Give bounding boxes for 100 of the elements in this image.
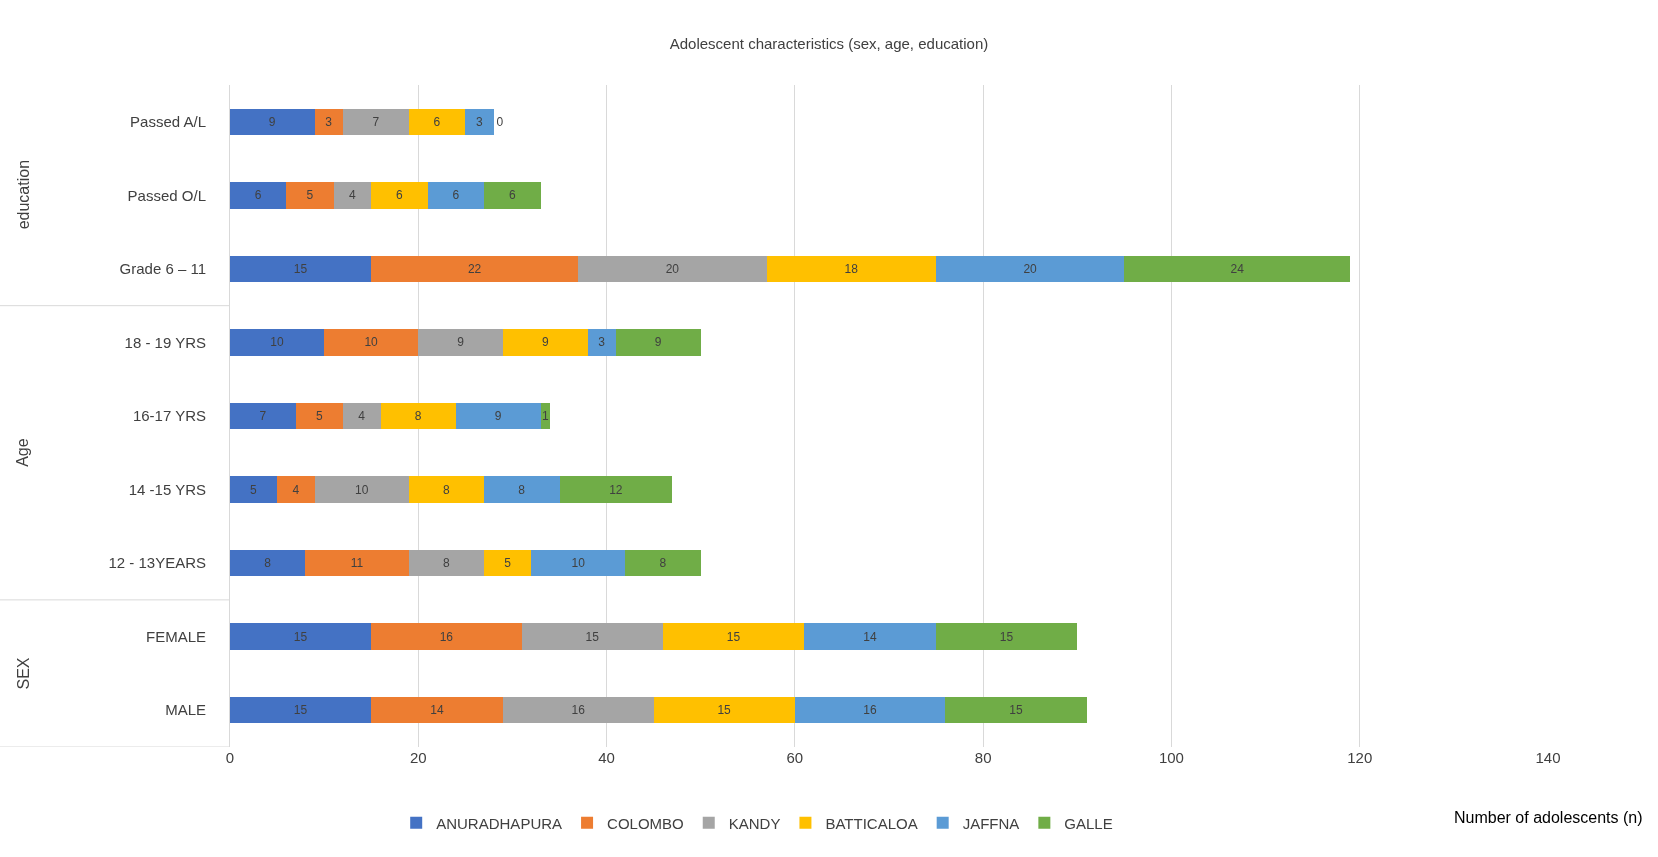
y-tick-label: 16-17 YRS	[132, 407, 206, 425]
text: SEX	[14, 657, 32, 690]
bar	[484, 476, 560, 503]
bar	[408, 108, 466, 136]
bar	[380, 402, 456, 430]
data-label: 20	[1023, 261, 1038, 276]
data-label: 9	[268, 114, 276, 129]
data-label: 15	[293, 629, 308, 644]
data-label: 8	[264, 556, 272, 571]
data-label: 24	[1230, 261, 1245, 276]
data-label: 20	[665, 261, 680, 276]
data-label: 3	[325, 114, 333, 129]
y-tick-label: FEMALE	[145, 627, 206, 645]
bar	[794, 696, 946, 724]
bar	[615, 329, 701, 356]
data-label: 10	[354, 482, 369, 497]
bar	[342, 402, 381, 430]
x-tick-label: 120	[1347, 749, 1373, 766]
legend-label: COLOMBO	[607, 814, 684, 832]
y-tick-label: Passed A/L	[130, 113, 206, 131]
data-label: 10	[270, 335, 284, 350]
data-label: 6	[452, 188, 460, 203]
y-tick-label: Grade 6 – 11	[119, 260, 206, 278]
data-label: 8	[414, 409, 422, 423]
bar	[766, 255, 937, 283]
data-label: 5	[315, 409, 323, 423]
y-tick-label: Passed O/L	[127, 186, 206, 204]
bar	[371, 623, 522, 650]
bar	[277, 476, 315, 503]
data-label: 4	[348, 188, 356, 203]
data-label: 5	[504, 556, 512, 571]
data-label: 18	[844, 261, 859, 276]
bar	[531, 549, 626, 577]
bar	[314, 108, 343, 136]
text: Age	[14, 438, 32, 467]
bar	[427, 182, 485, 209]
legend-label: JAFFNA	[962, 814, 1020, 832]
data-label: 15	[293, 703, 308, 718]
legend-label: BATTICALOA	[825, 814, 918, 832]
bar	[230, 108, 315, 136]
bar	[484, 549, 532, 577]
chart-title: Adolescent characteristics (sex, age, education)	[669, 35, 989, 53]
y-tick-label: 12 - 13YEARS	[108, 554, 206, 572]
x-tick-label: 60	[786, 749, 804, 766]
bar	[230, 623, 372, 650]
data-label: 15	[999, 629, 1014, 644]
data-label: 6	[395, 188, 403, 203]
bar	[936, 255, 1125, 283]
data-label: 16	[571, 703, 586, 718]
data-label: 8	[659, 556, 667, 571]
data-label: 10	[571, 556, 586, 571]
data-label: 4	[358, 409, 366, 423]
bar	[371, 696, 504, 724]
x-tick-label: 80	[974, 749, 992, 766]
bar	[503, 696, 654, 724]
data-label: 5	[250, 482, 258, 497]
data-label: 8	[443, 556, 451, 571]
data-label: 9	[541, 335, 549, 350]
bar	[371, 255, 579, 283]
data-label: 14	[863, 629, 878, 644]
bar	[484, 182, 541, 209]
bar	[503, 329, 588, 356]
data-label: 15	[293, 261, 308, 276]
bar	[230, 182, 287, 209]
data-label: 6	[433, 114, 441, 129]
bar	[305, 549, 409, 577]
x-tick-label: 100	[1158, 749, 1184, 766]
bar	[455, 402, 541, 430]
bar	[230, 476, 278, 503]
x-tick-label: 140	[1535, 749, 1561, 766]
legend-label: ANURADHAPURA	[436, 814, 563, 832]
data-label: 8	[443, 482, 451, 497]
data-label: 9	[457, 335, 465, 350]
bar	[324, 329, 419, 356]
data-label: 1	[541, 409, 549, 423]
bar	[578, 255, 767, 283]
bar	[559, 476, 673, 503]
y-tick-label: 14 -15 YRS	[128, 480, 206, 498]
data-label: 9	[654, 335, 662, 350]
data-label: 16	[439, 629, 454, 644]
bar	[286, 182, 334, 209]
bar	[663, 623, 805, 650]
data-label: 14	[430, 703, 444, 718]
data-label: 16	[863, 703, 878, 718]
data-label: 0	[496, 114, 504, 129]
bar	[1124, 255, 1351, 283]
data-label: 12	[609, 482, 623, 497]
data-label: 15	[585, 629, 600, 644]
data-label: 4	[292, 482, 300, 497]
data-label: 6	[508, 188, 516, 203]
bar	[230, 402, 296, 430]
data-label: 3	[598, 335, 606, 350]
bar	[465, 108, 494, 136]
data-label: 5	[306, 188, 314, 203]
bar	[804, 623, 937, 650]
bar	[371, 182, 428, 209]
data-label: 22	[467, 261, 482, 276]
bar	[295, 402, 343, 430]
data-label: 11	[350, 556, 364, 571]
bar	[230, 549, 306, 577]
